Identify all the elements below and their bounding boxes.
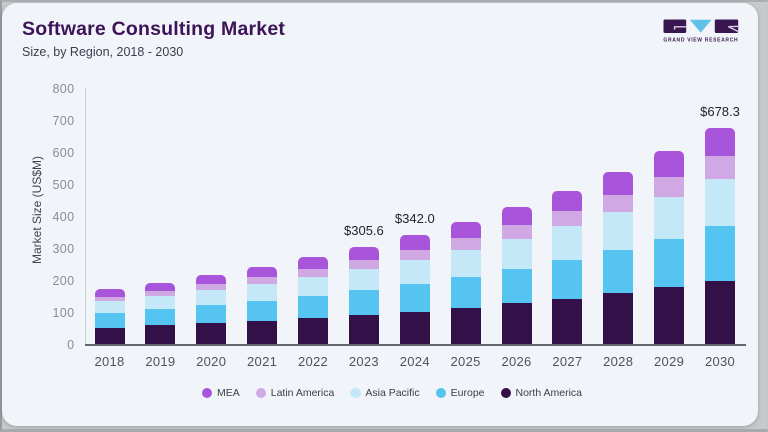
svg-text:GRAND VIEW RESEARCH: GRAND VIEW RESEARCH bbox=[663, 37, 738, 43]
